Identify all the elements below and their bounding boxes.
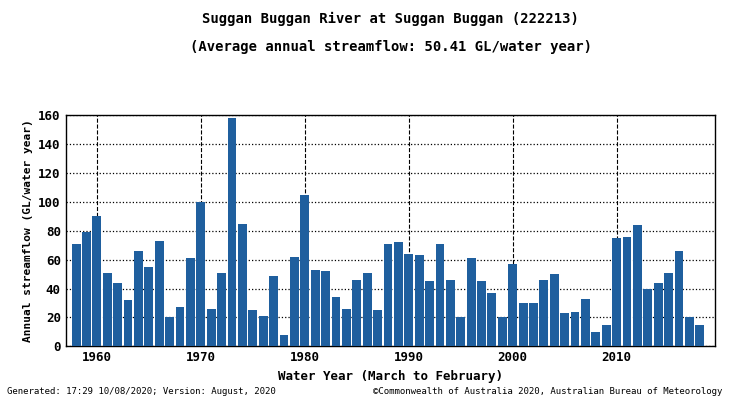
Bar [373,310,382,346]
Bar [685,318,694,346]
Bar [123,300,132,346]
Bar [675,251,683,346]
Bar [394,242,403,346]
Bar [466,258,475,346]
Bar [300,195,310,346]
Bar [498,318,507,346]
Bar [602,325,611,346]
Bar [228,118,237,346]
Bar [331,297,340,346]
Y-axis label: Annual streamflow (GL/water year): Annual streamflow (GL/water year) [23,119,33,342]
Bar [446,280,455,346]
Bar [539,280,548,346]
Bar [134,251,143,346]
Bar [269,275,278,346]
Bar [155,241,164,346]
Bar [633,225,642,346]
Text: ©Commonwealth of Australia 2020, Australian Bureau of Meteorology: ©Commonwealth of Australia 2020, Austral… [373,387,723,396]
Bar [404,254,413,346]
Bar [664,273,673,346]
Bar [82,232,91,346]
Bar [591,332,600,346]
Bar [383,244,392,346]
Bar [342,309,351,346]
Bar [311,270,320,346]
Text: Suggan Buggan River at Suggan Buggan (222213): Suggan Buggan River at Suggan Buggan (22… [202,12,579,26]
Bar [696,325,704,346]
Bar [113,283,122,346]
Bar [415,256,423,346]
Text: (Average annual streamflow: 50.41 GL/water year): (Average annual streamflow: 50.41 GL/wat… [190,40,591,54]
Bar [529,303,538,346]
Bar [436,244,445,346]
Bar [560,313,569,346]
Bar [519,303,528,346]
Bar [72,244,80,346]
Bar [643,289,652,346]
Bar [363,273,372,346]
Bar [176,307,185,346]
Bar [581,298,590,346]
Bar [165,318,174,346]
Bar [93,217,101,346]
Bar [353,280,361,346]
Bar [488,293,496,346]
Bar [654,283,663,346]
Bar [248,310,257,346]
Bar [425,281,434,346]
Bar [238,224,247,346]
Bar [290,257,299,346]
X-axis label: Water Year (March to February): Water Year (March to February) [278,370,503,382]
Bar [456,318,465,346]
Bar [550,274,558,346]
Bar [145,267,153,346]
Bar [477,281,486,346]
Bar [321,271,330,346]
Text: Generated: 17:29 10/08/2020; Version: August, 2020: Generated: 17:29 10/08/2020; Version: Au… [7,387,276,396]
Bar [207,309,215,346]
Bar [280,335,288,346]
Bar [186,258,195,346]
Bar [623,236,631,346]
Bar [196,202,205,346]
Bar [218,273,226,346]
Bar [612,238,621,346]
Bar [571,312,580,346]
Bar [508,264,517,346]
Bar [259,316,268,346]
Bar [103,273,112,346]
